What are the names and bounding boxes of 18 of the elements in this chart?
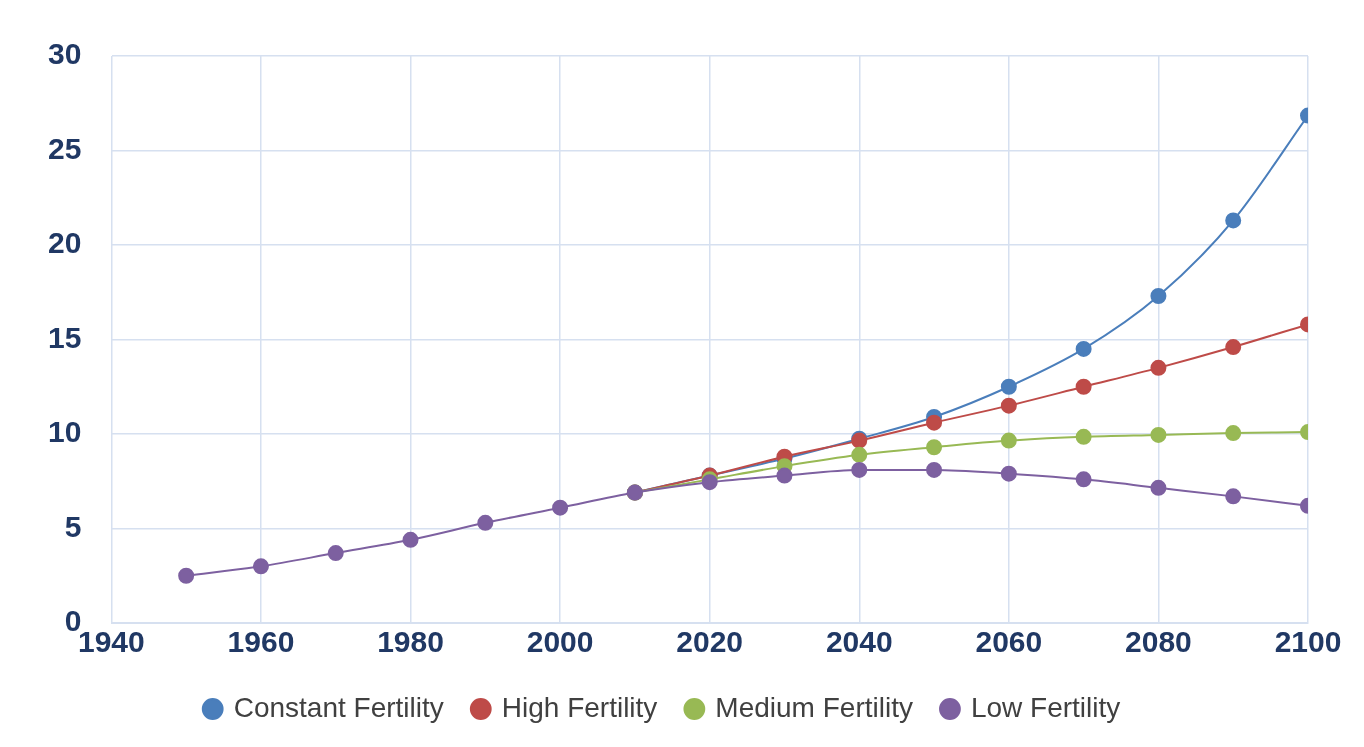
x-tick-label: 2100 xyxy=(1274,625,1342,659)
x-tick-label: 2040 xyxy=(825,625,893,659)
y-tick-label: 10 xyxy=(47,415,82,449)
y-tick-label: 20 xyxy=(47,226,82,260)
legend-label: High Fertility xyxy=(501,691,658,723)
x-tick-label: 2000 xyxy=(526,625,594,659)
x-tick-label: 1960 xyxy=(227,625,295,659)
y-tick-label: 5 xyxy=(64,509,82,543)
legend-label: Constant Fertility xyxy=(233,691,444,723)
x-tick-label: 1980 xyxy=(377,625,444,659)
x-tick-label: 2020 xyxy=(676,625,744,659)
y-tick-label: 15 xyxy=(47,320,82,354)
y-tick-label: 25 xyxy=(47,131,82,165)
legend-label: Medium Fertility xyxy=(715,691,913,723)
x-tick-label: 2060 xyxy=(975,625,1043,659)
y-tick-label: 30 xyxy=(47,37,82,71)
x-tick-label: 2080 xyxy=(1125,625,1192,659)
legend-label: Low Fertility xyxy=(970,691,1121,723)
